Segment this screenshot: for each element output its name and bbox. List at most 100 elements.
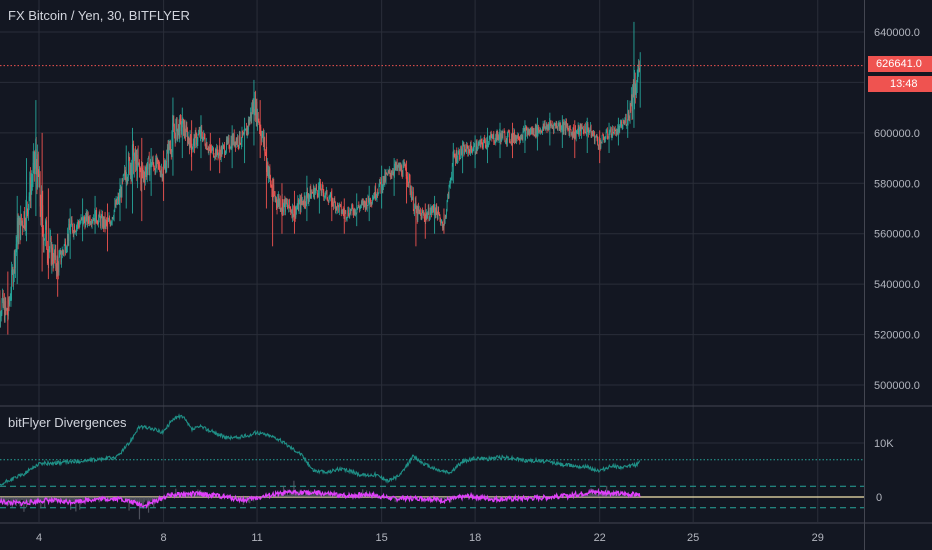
candle-body (363, 200, 365, 207)
histogram-bar (241, 497, 243, 500)
candle-body (262, 131, 264, 136)
histogram-bar (286, 492, 289, 497)
candle-body (530, 129, 532, 132)
candle-body (412, 191, 414, 198)
candle-body (396, 162, 397, 168)
candle-body (30, 184, 32, 201)
candle-body (602, 134, 604, 136)
histogram-bar (121, 497, 124, 501)
candle-body (607, 130, 608, 137)
candle-body (517, 133, 519, 139)
candle-body (375, 187, 377, 198)
candle-body (360, 205, 362, 207)
candle-body (615, 129, 617, 136)
candle-body (425, 213, 427, 217)
candle-body (322, 187, 324, 193)
candle-body (273, 184, 275, 195)
candle-body (545, 126, 547, 129)
candle-body (124, 170, 126, 176)
candle-body (460, 146, 462, 155)
candle-body (427, 207, 429, 215)
candle-body (540, 129, 541, 132)
candle-body (83, 217, 85, 221)
price-pane[interactable] (0, 21, 864, 385)
candle-body (255, 101, 257, 120)
histogram-bar (249, 497, 251, 504)
candle-body (362, 201, 364, 207)
divergence-pane[interactable] (0, 413, 864, 520)
candle-body (192, 140, 194, 148)
histogram-bar (314, 491, 316, 497)
candle-body (481, 139, 482, 141)
candle-body (585, 132, 587, 134)
candle-body (488, 139, 490, 144)
candle-body (168, 142, 170, 149)
candle-body (457, 153, 459, 160)
candle-body (375, 197, 377, 198)
candle-body (127, 176, 129, 181)
candle-body (104, 216, 106, 228)
histogram-bar (38, 497, 41, 503)
histogram-bar (325, 492, 327, 497)
candle-body (111, 221, 112, 223)
candle-body (353, 212, 354, 215)
candle-body (431, 210, 433, 214)
candle-body (409, 173, 410, 179)
candle-body (302, 200, 304, 205)
histogram-bar (394, 497, 396, 502)
candle-body (546, 124, 548, 130)
histogram-bar (388, 497, 390, 498)
candle-body (276, 197, 277, 204)
candle-body (178, 124, 180, 138)
candle-body (2, 293, 4, 307)
candle-body (277, 201, 279, 208)
histogram-bar (80, 497, 82, 499)
histogram-bar (106, 497, 108, 498)
candle-body (619, 125, 621, 133)
candle-body (465, 151, 467, 153)
candle-body (401, 174, 403, 177)
candle-body (558, 122, 560, 128)
candle-body (589, 130, 591, 132)
candle-body (598, 139, 600, 147)
candle-body (226, 139, 228, 143)
histogram-bar (438, 497, 440, 500)
candle-body (628, 112, 630, 118)
candle-body (284, 199, 286, 212)
histogram-bar (279, 495, 281, 497)
candle-body (476, 142, 478, 151)
candle-body (2, 293, 3, 301)
candle-body (85, 212, 87, 217)
histogram-bar (175, 488, 177, 497)
candle-body (453, 153, 455, 157)
candle-body (414, 202, 416, 206)
candle-body (175, 123, 177, 142)
candle-body (223, 145, 225, 147)
histogram-bar (20, 497, 22, 500)
candle-body (359, 206, 361, 210)
candle-body (236, 139, 238, 144)
histogram-bar (491, 497, 494, 500)
candle-body (237, 137, 239, 146)
y-tick-label: 640000.0 (874, 27, 920, 39)
candle-body (46, 221, 48, 250)
candle-body (451, 165, 453, 177)
histogram-bar (90, 497, 93, 500)
candle-body (346, 216, 348, 219)
candle-body (503, 131, 504, 133)
histogram-bar (124, 497, 126, 500)
candle-body (609, 131, 611, 134)
candle-body (285, 198, 286, 212)
candle-body (630, 103, 632, 107)
candle-body (588, 129, 589, 134)
candle-body (305, 203, 306, 205)
candle-body (96, 210, 97, 222)
candle-body (167, 147, 169, 162)
candle-body (137, 154, 139, 164)
histogram-bar (599, 492, 601, 497)
histogram-bar (563, 495, 565, 497)
candle-body (291, 212, 293, 218)
candle-body (156, 158, 158, 167)
candle-body (126, 178, 128, 181)
